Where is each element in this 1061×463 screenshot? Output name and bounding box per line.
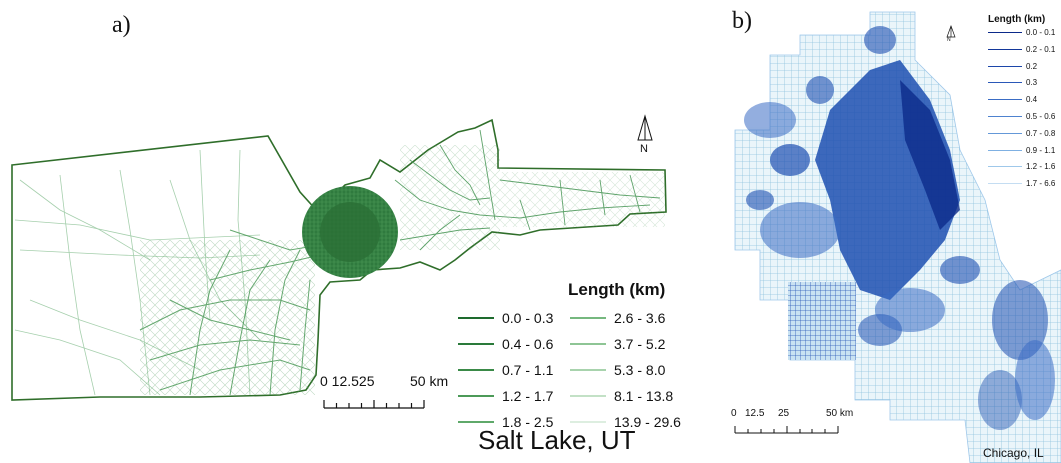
north-label-b: N xyxy=(947,37,951,43)
legend-a-label: 2.6 - 3.6 xyxy=(614,310,666,326)
legend-a-swatch xyxy=(570,421,606,423)
legend-a-label: 13.9 - 29.6 xyxy=(614,414,681,430)
legend-b-label: 0.0 - 0.1 xyxy=(1026,28,1056,37)
legend-a-swatch xyxy=(570,317,606,319)
legend-b-label: 1.7 - 6.6 xyxy=(1026,179,1056,189)
legend-b-label: 0.2 xyxy=(1026,61,1038,71)
legend-b-label: 0.3 xyxy=(1026,78,1038,88)
dense-urban xyxy=(746,26,1048,430)
legend-a-swatch xyxy=(458,395,494,397)
legend-b-swatch xyxy=(988,48,1022,50)
salt-lake-map xyxy=(11,114,667,409)
legend-b-item: 0.2 - 0.1 xyxy=(988,45,1055,54)
medium-urban xyxy=(744,102,1055,420)
legend-a-label: 0.4 - 0.6 xyxy=(502,336,554,352)
legend-b-swatch xyxy=(988,166,1022,168)
legend-a-swatch xyxy=(458,369,494,371)
east-dense-area xyxy=(400,145,500,250)
legend-a-swatch xyxy=(570,369,606,371)
legend-b-item: 1.2 - 1.6 xyxy=(988,162,1055,171)
legend-b-label: 1.2 - 1.6 xyxy=(1026,162,1056,172)
legend-a-item: 1.2 - 1.7 xyxy=(458,388,553,404)
legend-a-label: 3.7 - 5.2 xyxy=(614,336,666,352)
legend-a-item: 0.0 - 0.3 xyxy=(458,310,553,326)
legend-a-title: Length (km) xyxy=(568,280,666,299)
legend-a-label: 1.8 - 2.5 xyxy=(502,414,554,430)
legend-a-label: 0.7 - 1.1 xyxy=(502,362,554,378)
legend-b-item: 0.7 - 0.8 xyxy=(988,129,1055,138)
legend-a-swatch xyxy=(458,317,494,319)
legend-a-item: 13.9 - 29.6 xyxy=(570,414,681,430)
north-arrow-a xyxy=(637,114,653,141)
legend-a-swatch xyxy=(458,343,494,345)
legend-b-item: 0.3 xyxy=(988,78,1037,87)
legend-b-item: 1.7 - 6.6 xyxy=(988,179,1055,188)
scale-b-t2: 25 xyxy=(778,408,790,419)
scale-bar-b xyxy=(734,426,839,434)
legend-a-item: 8.1 - 13.8 xyxy=(570,388,673,404)
southwest-grid-block xyxy=(788,282,856,360)
legend-a-swatch xyxy=(570,343,606,345)
legend-b-item: 0.0 - 0.1 xyxy=(988,28,1055,37)
legend-b-label: 0.5 - 0.6 xyxy=(1026,112,1056,121)
legend-b-swatch xyxy=(988,99,1022,101)
legend-a-item: 2.6 - 3.6 xyxy=(570,310,665,326)
scale-bar-a xyxy=(323,400,425,409)
legend-b-swatch xyxy=(988,65,1022,67)
southwest-dense-area xyxy=(140,240,315,395)
legend-b-item: 0.9 - 1.1 xyxy=(988,146,1055,155)
scale-b-t1: 12.5 xyxy=(745,408,765,419)
north-arrow-b xyxy=(946,24,956,38)
panel-b-letter: b) xyxy=(732,8,752,34)
legend-b-label: 0.9 - 1.1 xyxy=(1026,145,1056,155)
far-east-area xyxy=(500,172,665,227)
scale-b-t3: 50 km xyxy=(826,408,854,419)
legend-a-item: 0.7 - 1.1 xyxy=(458,362,553,378)
legend-a-item: 3.7 - 5.2 xyxy=(570,336,665,352)
scale-a-end: 50 km xyxy=(410,373,449,389)
legend-b-swatch xyxy=(988,183,1022,185)
legend-b-swatch xyxy=(988,32,1022,33)
scale-b-t0: 0 xyxy=(731,408,737,419)
legend-a-swatch xyxy=(458,421,494,423)
legend-a-label: 1.2 - 1.7 xyxy=(502,388,554,404)
legend-a-item: 1.8 - 2.5 xyxy=(458,414,553,430)
legend-b-label: 0.2 - 0.1 xyxy=(1026,44,1056,54)
legend-b-label: 0.7 - 0.8 xyxy=(1026,128,1056,138)
north-label-a: N xyxy=(640,143,648,155)
scale-a-ticks: 0 12.525 xyxy=(320,373,375,389)
city-title-b: Chicago, IL xyxy=(983,446,1044,460)
panel-a-letter: a) xyxy=(112,12,131,38)
legend-a-item: 0.4 - 0.6 xyxy=(458,336,553,352)
legend-a-label: 5.3 - 8.0 xyxy=(614,362,666,378)
legend-a-label: 0.0 - 0.3 xyxy=(502,310,554,326)
legend-b-title: Length (km) xyxy=(988,14,1046,25)
legend-a-label: 8.1 - 13.8 xyxy=(614,388,674,404)
legend-b-label: 0.4 xyxy=(1026,95,1038,105)
legend-a-swatch xyxy=(570,395,606,397)
legend-b-swatch xyxy=(988,132,1022,134)
legend-b-item: 0.4 xyxy=(988,95,1037,104)
legend-b-swatch xyxy=(988,116,1022,117)
legend-b-swatch xyxy=(988,149,1022,151)
legend-b-item: 0.5 - 0.6 xyxy=(988,112,1055,121)
legend-b-swatch xyxy=(988,82,1022,84)
legend-a-item: 5.3 - 8.0 xyxy=(570,362,665,378)
city-title-a: Salt Lake, UT xyxy=(478,425,636,455)
legend-b-item: 0.2 xyxy=(988,62,1037,71)
